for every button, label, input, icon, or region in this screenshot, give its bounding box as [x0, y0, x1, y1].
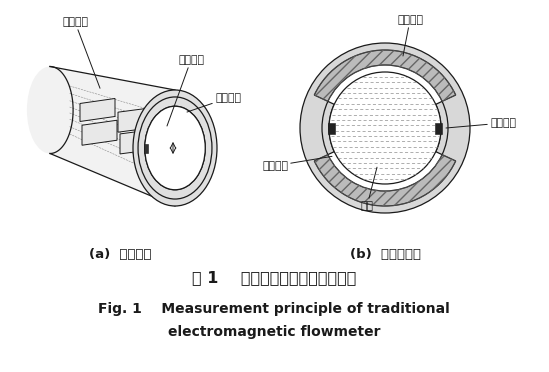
Bar [435, 122, 442, 134]
Ellipse shape [133, 90, 217, 206]
Text: Fig. 1    Measurement principle of traditional: Fig. 1 Measurement principle of traditio… [98, 302, 450, 316]
Bar [144, 144, 148, 153]
Polygon shape [118, 107, 156, 132]
Wedge shape [322, 102, 334, 155]
Ellipse shape [300, 43, 470, 213]
Text: electromagnetic flowmeter: electromagnetic flowmeter [168, 325, 380, 339]
Text: 图 1    传统电磁流量计测量原理图: 图 1 传统电磁流量计测量原理图 [192, 270, 356, 285]
Text: 绝缘衬里: 绝缘衬里 [187, 93, 241, 112]
Ellipse shape [27, 67, 73, 154]
Polygon shape [80, 99, 115, 122]
Text: 测量电极: 测量电极 [446, 118, 516, 128]
Wedge shape [436, 102, 448, 155]
Ellipse shape [145, 106, 205, 190]
Text: (a)  轴测简图: (a) 轴测简图 [89, 248, 152, 261]
Text: 电磁线圈: 电磁线圈 [397, 15, 423, 56]
Text: (b)  横截面简图: (b) 横截面简图 [350, 248, 421, 261]
Polygon shape [50, 67, 175, 206]
Ellipse shape [145, 106, 205, 190]
Text: 电磁线圈: 电磁线圈 [62, 17, 100, 88]
Text: 流体: 流体 [361, 167, 377, 211]
Bar [328, 122, 335, 134]
Text: 测量电极: 测量电极 [167, 55, 204, 126]
Ellipse shape [329, 72, 441, 184]
Ellipse shape [138, 97, 212, 199]
Wedge shape [315, 155, 456, 206]
Polygon shape [82, 120, 117, 145]
Polygon shape [120, 129, 158, 154]
Ellipse shape [322, 65, 448, 191]
Wedge shape [315, 50, 456, 102]
Text: 绝缘衬里: 绝缘衬里 [262, 156, 332, 171]
